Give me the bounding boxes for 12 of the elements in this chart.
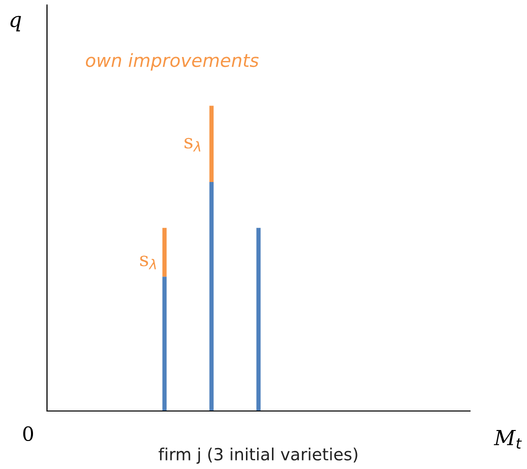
text: firm j (3 initial varieties) bbox=[158, 448, 358, 464]
text: M$_{t}$ bbox=[494, 430, 522, 449]
bar bbox=[209, 182, 214, 411]
text: q bbox=[10, 16, 21, 32]
bar bbox=[162, 276, 167, 411]
text: 0 bbox=[23, 426, 34, 441]
text: own improvements bbox=[86, 53, 259, 71]
bar bbox=[256, 228, 261, 411]
bar bbox=[162, 228, 167, 277]
annotation: s$_{λ}$ bbox=[140, 256, 156, 270]
bar bbox=[209, 106, 214, 182]
annotation: s$_{λ}$ bbox=[184, 138, 200, 152]
